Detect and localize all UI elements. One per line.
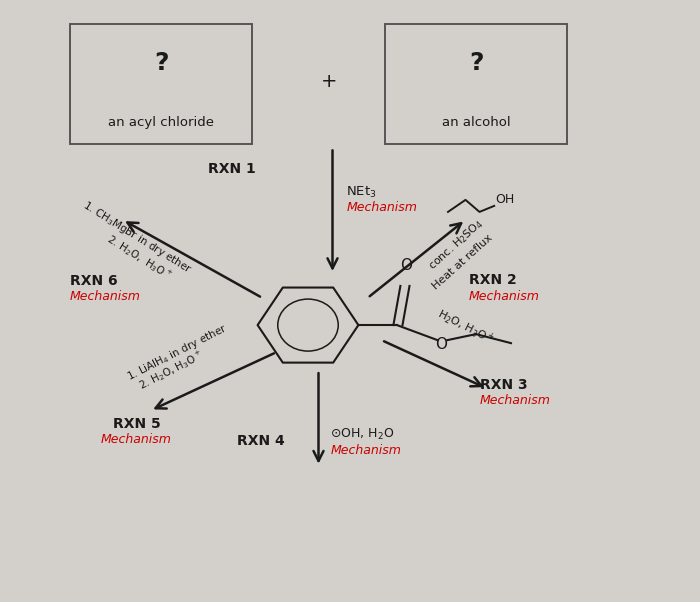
Text: RXN 3: RXN 3 bbox=[480, 378, 527, 393]
FancyBboxPatch shape bbox=[70, 24, 252, 144]
Text: RXN 5: RXN 5 bbox=[113, 417, 160, 432]
Text: Mechanism: Mechanism bbox=[101, 433, 172, 446]
Text: ?: ? bbox=[154, 51, 168, 75]
Text: RXN 6: RXN 6 bbox=[70, 273, 118, 288]
Text: Mechanism: Mechanism bbox=[469, 290, 540, 303]
Text: an acyl chloride: an acyl chloride bbox=[108, 116, 214, 129]
Text: conc. H$_2$SO$_4$: conc. H$_2$SO$_4$ bbox=[426, 217, 486, 273]
Text: an alcohol: an alcohol bbox=[442, 116, 510, 129]
Text: Heat at reflux: Heat at reflux bbox=[430, 232, 494, 291]
Text: RXN 2: RXN 2 bbox=[469, 273, 517, 287]
Text: 2. H$_2$O, H$_3$O$^+$: 2. H$_2$O, H$_3$O$^+$ bbox=[136, 347, 206, 393]
Text: O: O bbox=[435, 338, 447, 352]
Text: Mechanism: Mechanism bbox=[330, 444, 401, 457]
Text: Mechanism: Mechanism bbox=[346, 201, 417, 214]
Text: O: O bbox=[400, 258, 412, 273]
Text: +: + bbox=[321, 72, 337, 91]
FancyBboxPatch shape bbox=[385, 24, 567, 144]
Text: 1. CH$_3$MgBr in dry ether: 1. CH$_3$MgBr in dry ether bbox=[80, 199, 195, 277]
Text: Mechanism: Mechanism bbox=[70, 290, 141, 303]
Text: $\odot$OH, H$_2$O: $\odot$OH, H$_2$O bbox=[330, 427, 395, 442]
Text: ?: ? bbox=[469, 51, 483, 75]
Text: OH: OH bbox=[496, 193, 514, 206]
Text: 2. H$_2$O,  H$_3$O$^+$: 2. H$_2$O, H$_3$O$^+$ bbox=[104, 231, 174, 283]
Text: 1. LiAlH$_4$ in dry ether: 1. LiAlH$_4$ in dry ether bbox=[125, 321, 230, 383]
Text: H$_2$O, H$_3$O$^+$: H$_2$O, H$_3$O$^+$ bbox=[434, 306, 496, 349]
Text: RXN 4: RXN 4 bbox=[237, 433, 284, 448]
Text: RXN 1: RXN 1 bbox=[208, 161, 255, 176]
Text: Mechanism: Mechanism bbox=[480, 394, 550, 407]
Text: NEt$_3$: NEt$_3$ bbox=[346, 185, 377, 200]
